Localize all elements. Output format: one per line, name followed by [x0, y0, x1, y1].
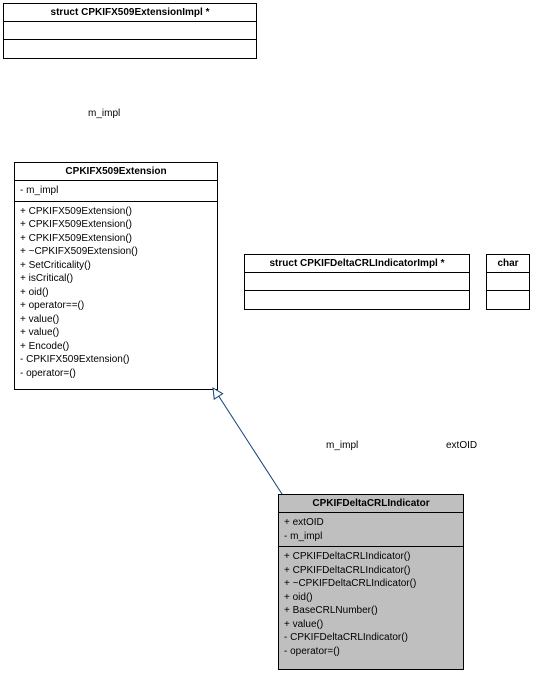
member-row: + CPKIFX509Extension() [20, 218, 212, 232]
attrs: + extOID- m_impl [279, 513, 463, 547]
ops-empty [4, 40, 256, 58]
attrs: - m_impl [15, 181, 217, 202]
member-row: + value() [284, 618, 458, 632]
node-cpkif-x509extension: CPKIFX509Extension - m_impl + CPKIFX509E… [14, 162, 218, 390]
member-row: + SetCriticality() [20, 259, 212, 273]
member-row: + extOID [284, 516, 458, 530]
member-row: - m_impl [20, 184, 212, 198]
member-row: - CPKIFX509Extension() [20, 353, 212, 367]
node-title: CPKIFX509Extension [15, 163, 217, 181]
ops: + CPKIFDeltaCRLIndicator()+ CPKIFDeltaCR… [279, 547, 463, 661]
member-row: - operator=() [20, 367, 212, 381]
ops-empty [245, 291, 469, 309]
node-struct-ext-impl: struct CPKIFX509ExtensionImpl * [3, 3, 257, 59]
member-row: + value() [20, 313, 212, 327]
edge-label-m-impl-1: m_impl [88, 108, 120, 119]
member-row: + value() [20, 326, 212, 340]
member-row: + oid() [20, 286, 212, 300]
member-row: + CPKIFX509Extension() [20, 232, 212, 246]
member-row: - m_impl [284, 530, 458, 544]
member-row: + CPKIFX509Extension() [20, 205, 212, 219]
edge-label-extoid: extOID [446, 440, 477, 451]
node-title: struct CPKIFX509ExtensionImpl * [4, 4, 256, 22]
node-title: struct CPKIFDeltaCRLIndicatorImpl * [245, 255, 469, 273]
node-char: char [486, 254, 530, 310]
member-row: + Encode() [20, 340, 212, 354]
ops: + CPKIFX509Extension()+ CPKIFX509Extensi… [15, 202, 217, 384]
member-row: + CPKIFDeltaCRLIndicator() [284, 550, 458, 564]
member-row: + operator==() [20, 299, 212, 313]
member-row: + BaseCRLNumber() [284, 604, 458, 618]
member-row: + isCritical() [20, 272, 212, 286]
member-row: + ~CPKIFDeltaCRLIndicator() [284, 577, 458, 591]
member-row: + CPKIFDeltaCRLIndicator() [284, 564, 458, 578]
node-title: char [487, 255, 529, 273]
member-row: + oid() [284, 591, 458, 605]
attrs-empty [245, 273, 469, 291]
ops-empty [487, 291, 529, 309]
node-struct-delta-impl: struct CPKIFDeltaCRLIndicatorImpl * [244, 254, 470, 310]
attrs-empty [487, 273, 529, 291]
attrs-empty [4, 22, 256, 40]
member-row: - CPKIFDeltaCRLIndicator() [284, 631, 458, 645]
member-row: - operator=() [284, 645, 458, 659]
member-row: + ~CPKIFX509Extension() [20, 245, 212, 259]
node-cpkif-delta-crl-indicator: CPKIFDeltaCRLIndicator + extOID- m_impl … [278, 494, 464, 670]
node-title: CPKIFDeltaCRLIndicator [279, 495, 463, 513]
edge-label-m-impl-2: m_impl [326, 440, 358, 451]
